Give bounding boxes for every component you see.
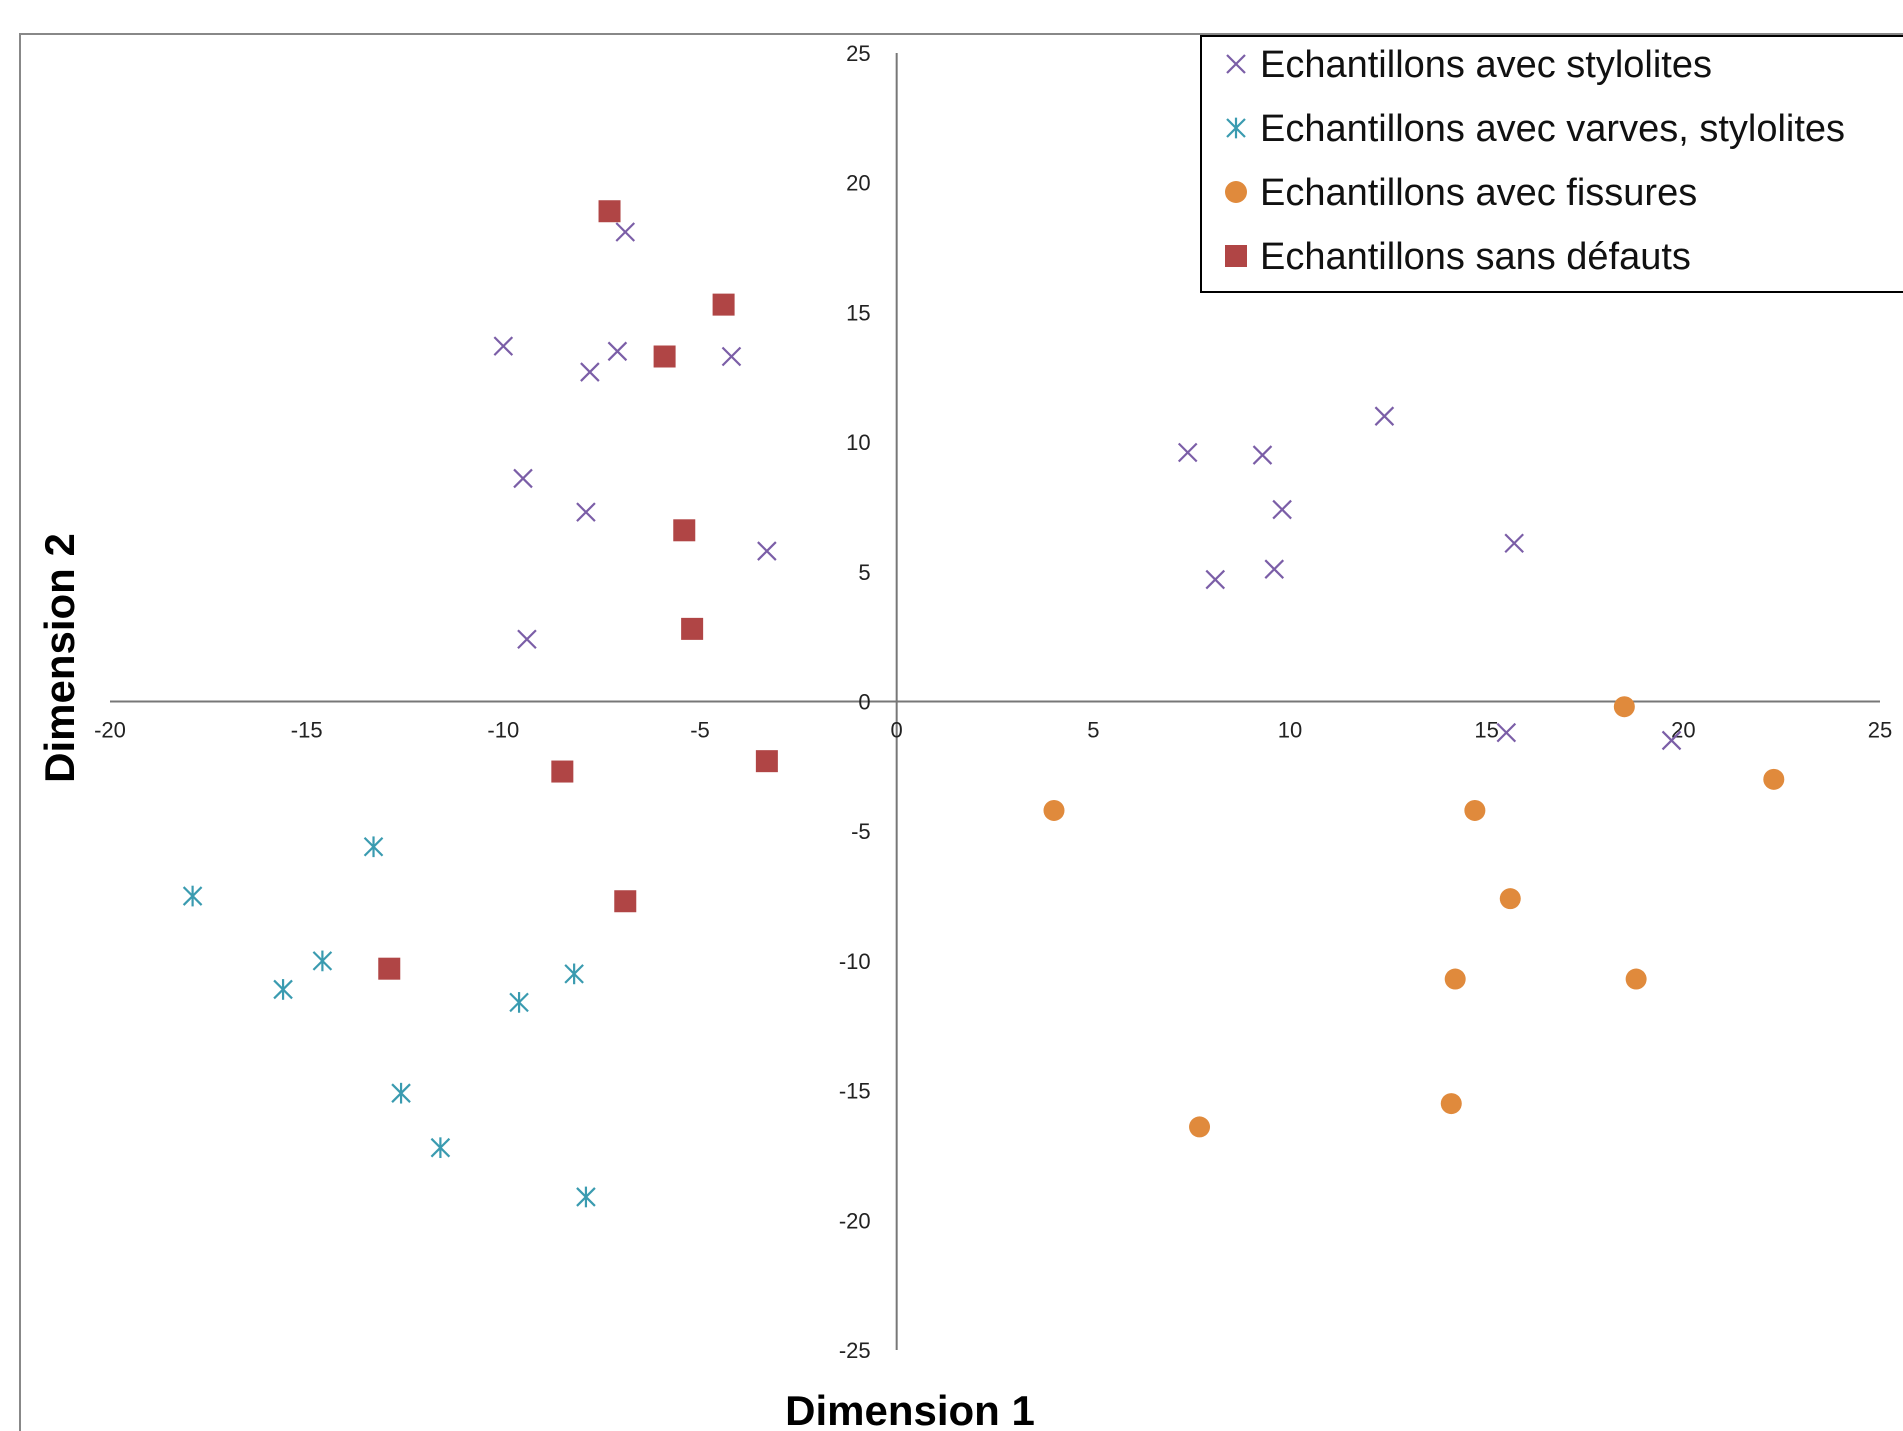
data-point	[1264, 559, 1285, 579]
data-point	[653, 345, 676, 368]
data-point	[1464, 799, 1486, 821]
data-point	[712, 293, 735, 316]
y-tick-label: 25	[846, 41, 870, 66]
data-point	[615, 222, 636, 242]
data-point	[576, 1186, 596, 1208]
data-point	[363, 836, 384, 858]
data-point	[1444, 968, 1466, 990]
legend-box	[1200, 35, 1903, 293]
data-point	[614, 890, 637, 913]
data-point	[273, 979, 293, 1000]
data-point	[1613, 696, 1635, 718]
chart-border	[19, 33, 1903, 1431]
x-tick-label: -10	[487, 718, 519, 743]
y-tick-label: -5	[851, 819, 871, 844]
data-point	[1763, 768, 1785, 790]
data-point	[312, 950, 333, 972]
data-point	[1374, 406, 1395, 426]
data-point	[607, 341, 628, 362]
x-tick-label: -5	[690, 718, 710, 743]
data-point	[1499, 888, 1521, 910]
legend-marker	[1225, 245, 1247, 267]
y-tick-label: -10	[839, 949, 871, 974]
x-tick-label: 5	[1087, 718, 1099, 743]
x-tick-label: -20	[94, 718, 126, 743]
data-point	[1205, 569, 1226, 590]
data-point	[1496, 722, 1517, 743]
data-point	[564, 963, 584, 985]
x-tick-label: 0	[891, 718, 903, 743]
legend: Echantillons avec stylolites Echantillons…	[1200, 35, 1903, 293]
y-axis-title: Dimension 2	[36, 533, 83, 783]
data-point	[551, 760, 574, 783]
data-point	[1252, 445, 1273, 465]
x-tick-label: 15	[1474, 718, 1498, 743]
data-point	[1177, 442, 1198, 463]
legend-label: Echantillons avec stylolites	[1260, 44, 1712, 86]
y-tick-labels: -25 -20 -15 -10 -5 0 5 10 15 20 25	[839, 41, 871, 1363]
data-points	[182, 200, 1785, 1208]
x-tick-labels: -20 -15 -10 -5 0 5 10 15 20 25	[94, 718, 1892, 743]
data-point	[1504, 533, 1524, 554]
data-point	[182, 885, 203, 907]
legend-label: Echantillons avec varves, stylolites	[1260, 108, 1845, 150]
data-point	[391, 1082, 411, 1104]
data-point	[580, 362, 600, 382]
x-tick-label: 10	[1278, 718, 1302, 743]
data-point	[755, 750, 778, 773]
legend-marker	[1226, 117, 1246, 139]
data-point	[517, 629, 537, 650]
data-point	[681, 617, 704, 640]
data-point	[598, 200, 621, 223]
x-tick-label: 25	[1868, 718, 1892, 743]
legend-label: Echantillons avec fissures	[1260, 172, 1697, 214]
x-tick-label: 20	[1671, 718, 1695, 743]
legend-marker	[1225, 181, 1247, 203]
legend-marker	[1226, 54, 1246, 74]
data-point	[378, 957, 401, 980]
x-tick-label: -15	[291, 718, 323, 743]
data-point	[1440, 1093, 1462, 1115]
data-point	[1272, 499, 1292, 520]
data-point	[1043, 799, 1065, 821]
x-axis-title: Dimension 1	[785, 1387, 1035, 1431]
y-tick-label: 10	[846, 430, 870, 455]
data-point	[721, 346, 742, 367]
y-tick-label: -25	[839, 1338, 871, 1363]
y-tick-label: 5	[858, 560, 870, 585]
data-point	[1625, 968, 1647, 990]
data-point	[1189, 1116, 1211, 1138]
y-tick-label: 0	[858, 690, 870, 715]
y-tick-label: -15	[839, 1079, 871, 1104]
y-tick-label: 20	[846, 171, 870, 196]
data-point	[513, 468, 533, 489]
y-tick-label: 15	[846, 300, 870, 325]
data-point	[430, 1137, 451, 1159]
data-point	[576, 502, 596, 522]
data-point	[673, 519, 696, 542]
data-point	[493, 336, 514, 356]
data-point	[509, 992, 529, 1013]
data-point	[757, 541, 777, 561]
y-tick-label: -20	[839, 1208, 871, 1233]
data-point	[1661, 730, 1682, 751]
legend-label: Echantillons sans défauts	[1260, 236, 1691, 278]
